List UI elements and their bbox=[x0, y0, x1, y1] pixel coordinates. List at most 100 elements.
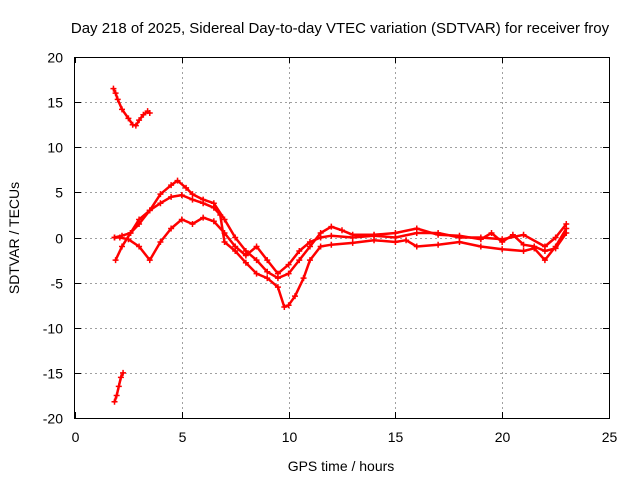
data-point bbox=[115, 383, 122, 390]
data-point bbox=[306, 239, 313, 246]
data-point bbox=[136, 216, 143, 223]
data-point bbox=[110, 85, 117, 92]
data-point bbox=[242, 252, 249, 259]
data-point bbox=[349, 239, 356, 246]
data-point bbox=[349, 234, 356, 241]
data-point bbox=[296, 257, 303, 264]
x-tick-label: 10 bbox=[282, 429, 298, 445]
data-point bbox=[125, 236, 132, 243]
data-point bbox=[136, 243, 143, 250]
data-point bbox=[116, 234, 123, 241]
data-point bbox=[178, 192, 185, 199]
data-point bbox=[435, 229, 442, 236]
ticks: 0 5 10 15 20 25 -20 -15 -10 -5 0 5 10 15 20 bbox=[43, 50, 618, 446]
y-tick-label: 15 bbox=[47, 95, 63, 111]
data-point bbox=[264, 257, 271, 264]
data-point bbox=[541, 243, 548, 250]
data-point bbox=[157, 191, 164, 198]
data-point bbox=[111, 234, 118, 241]
series-layer bbox=[110, 85, 570, 405]
data-point bbox=[403, 237, 410, 244]
data-point bbox=[317, 243, 324, 250]
data-point bbox=[112, 257, 119, 264]
data-point bbox=[242, 259, 249, 266]
data-point bbox=[189, 191, 196, 198]
data-point bbox=[210, 218, 217, 225]
data-point bbox=[111, 398, 118, 405]
data-point bbox=[136, 117, 143, 124]
data-point bbox=[168, 182, 175, 189]
data-point bbox=[413, 229, 420, 236]
data-point bbox=[174, 177, 181, 184]
data-point bbox=[306, 257, 313, 264]
x-tick-label: 5 bbox=[179, 429, 187, 445]
data-point bbox=[285, 261, 292, 268]
data-point bbox=[552, 234, 559, 241]
data-point bbox=[114, 96, 121, 103]
data-point bbox=[520, 248, 527, 255]
data-point bbox=[221, 239, 228, 246]
data-point bbox=[221, 216, 228, 223]
series-high-lat-arc bbox=[112, 87, 152, 127]
data-point bbox=[285, 270, 292, 277]
data-point bbox=[274, 284, 281, 291]
data-point bbox=[200, 200, 207, 207]
data-point bbox=[125, 115, 132, 122]
series-track-3 bbox=[113, 216, 568, 275]
series-track-2 bbox=[114, 193, 568, 309]
chart-title: Day 218 of 2025, Sidereal Day-to-day VTE… bbox=[71, 20, 610, 37]
x-tick-label: 25 bbox=[602, 429, 618, 445]
x-tick-label: 15 bbox=[388, 429, 404, 445]
data-point bbox=[477, 234, 484, 241]
data-point bbox=[488, 229, 495, 236]
data-point bbox=[499, 246, 506, 253]
data-point bbox=[328, 232, 335, 239]
data-point bbox=[221, 229, 228, 236]
data-point bbox=[157, 239, 164, 246]
data-point bbox=[118, 243, 125, 250]
data-point bbox=[168, 193, 175, 200]
data-point bbox=[168, 225, 175, 232]
y-tick-label: 20 bbox=[47, 50, 63, 66]
data-point bbox=[264, 268, 271, 275]
data-point bbox=[300, 275, 307, 282]
data-point bbox=[296, 248, 303, 255]
data-point bbox=[477, 243, 484, 250]
data-point bbox=[274, 270, 281, 277]
data-point bbox=[183, 184, 190, 191]
y-axis-label: SDTVAR / TECUs bbox=[6, 182, 22, 294]
y-tick-label: 5 bbox=[55, 185, 63, 201]
data-point bbox=[253, 257, 260, 264]
data-point bbox=[520, 231, 527, 238]
data-point bbox=[253, 270, 260, 277]
data-point bbox=[552, 243, 559, 250]
data-point bbox=[178, 216, 185, 223]
data-point bbox=[146, 109, 153, 116]
data-point bbox=[232, 243, 239, 250]
data-point bbox=[392, 234, 399, 241]
data-point bbox=[292, 293, 299, 300]
data-point bbox=[189, 196, 196, 203]
y-tick-label: -5 bbox=[51, 276, 64, 292]
data-point bbox=[435, 241, 442, 248]
data-point bbox=[117, 374, 124, 381]
data-point bbox=[200, 214, 207, 221]
data-point bbox=[328, 223, 335, 230]
y-tick-label: -15 bbox=[43, 366, 63, 382]
data-point bbox=[146, 207, 153, 214]
x-tick-label: 20 bbox=[495, 429, 511, 445]
x-tick-label: 0 bbox=[72, 429, 80, 445]
data-point bbox=[129, 121, 136, 128]
data-point bbox=[285, 302, 292, 309]
data-point bbox=[264, 275, 271, 282]
data-point bbox=[120, 369, 127, 376]
plot-frame bbox=[74, 57, 610, 419]
data-point bbox=[371, 232, 378, 239]
data-point bbox=[499, 236, 506, 243]
data-point bbox=[520, 241, 527, 248]
data-point bbox=[339, 227, 345, 234]
y-tick-label: 10 bbox=[47, 140, 63, 156]
data-point bbox=[281, 303, 288, 310]
data-point bbox=[189, 220, 196, 227]
